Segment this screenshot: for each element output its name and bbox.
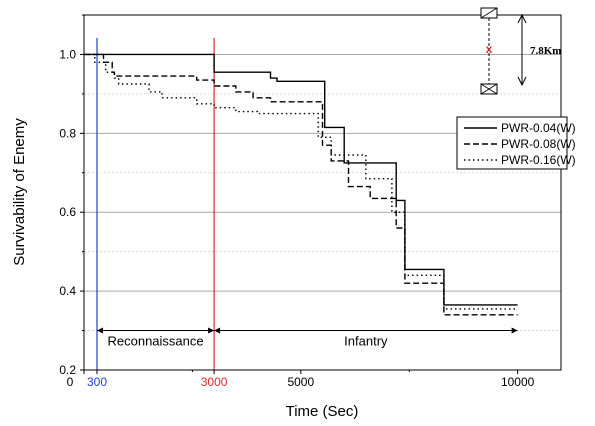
phase-markers: [96, 38, 215, 370]
phase-arrow-head-right: [208, 327, 215, 334]
x-tick-label: 0: [67, 375, 74, 389]
legend-box: [456, 116, 568, 170]
inset-distance-label: 7.8Km: [530, 45, 561, 57]
series-line-dashed: [84, 53, 518, 316]
distance-inset-diagram: x 7.8Km: [480, 7, 561, 95]
y-tick-label: 0.6: [59, 205, 76, 219]
inset-top-node-slash: [480, 7, 498, 19]
plot-frame: [83, 14, 562, 371]
y-tick-label: 0.8: [59, 126, 76, 140]
series-line-solid: [84, 53, 518, 306]
inset-cross-marker-icon: x: [486, 42, 493, 56]
x-axis-title: Time (Sec): [286, 403, 359, 420]
x-tick-label: 3000: [201, 375, 228, 389]
y-tick-label: 0.2: [59, 363, 76, 377]
x-tick-label: 10000: [501, 375, 535, 389]
phase-label: Infantry: [344, 334, 388, 349]
x-tick-label: 300: [87, 375, 107, 389]
inset-bottom-node-cross-b: [480, 83, 498, 95]
legend-label-pwr-016: PWR-0.16(W): [501, 153, 576, 167]
y-tick-label: 0.4: [59, 284, 76, 298]
y-tick-label: 1.0: [59, 47, 76, 61]
x-tick-label: 5000: [287, 375, 314, 389]
legend-label-pwr-008: PWR-0.08(W): [501, 137, 576, 151]
inset-arrow-head-down-icon: [517, 76, 527, 87]
axis-ticks: 0.2 0.4 0.6 0.8 1.0 0 300 3000 5000 10000: [59, 14, 535, 389]
y-axis-title: Survivability of Enemy: [11, 118, 28, 266]
phase-arrows: Reconnaissance Infantry: [97, 327, 518, 349]
legend-label-pwr-004: PWR-0.04(W): [501, 121, 576, 135]
gridlines: [84, 53, 561, 331]
series-line-dotted: [84, 53, 518, 310]
phase-label: Reconnaissance: [107, 334, 203, 349]
phase-arrow-head-left: [97, 327, 104, 334]
legend: PWR-0.04(W) PWR-0.08(W) PWR-0.16(W): [456, 116, 576, 170]
inset-arrow-head-up-icon: [517, 13, 527, 24]
phase-arrow-head-left: [214, 327, 221, 334]
series-lines: [84, 53, 518, 316]
phase-arrow-head-right: [511, 327, 518, 334]
